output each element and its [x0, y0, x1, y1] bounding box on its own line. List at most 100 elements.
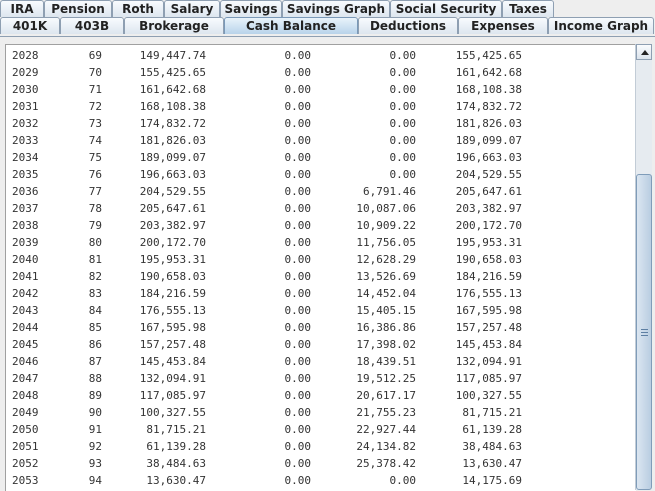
row-cell: 86: [88, 338, 102, 351]
row-cell: 88: [88, 372, 102, 385]
row-cell: 0.00: [389, 49, 417, 62]
row-cell: 2038: [12, 219, 39, 232]
row-cell: 149,447.74: [139, 49, 206, 62]
row-cell: 0.00: [284, 49, 312, 62]
row-cell: 100,327.55: [139, 406, 206, 419]
text-row: 2036 77 204,529.55 0.00 6,791.46 205,647.61: [6, 183, 636, 200]
tab-pension[interactable]: Pension: [44, 0, 112, 17]
row-cell: 77: [88, 185, 102, 198]
row-cell: 167,595.98: [139, 321, 206, 334]
row-cell: 174,832.72: [455, 100, 522, 113]
row-cell: 0.00: [284, 202, 312, 215]
row-cell: 168,108.38: [139, 100, 206, 113]
row-cell: 11,756.05: [356, 236, 416, 249]
row-cell: 195,953.31: [455, 236, 522, 249]
tab-savings-graph[interactable]: Savings Graph: [282, 0, 390, 17]
text-row: 2032 73 174,832.72 0.00 0.00 181,826.03: [6, 115, 636, 132]
row-cell: 195,953.31: [139, 253, 206, 266]
text-row: 2052 93 38,484.63 0.00 25,378.42 13,630.47: [6, 455, 636, 472]
row-cell: 0.00: [389, 134, 417, 147]
tab-taxes[interactable]: Taxes: [502, 0, 554, 17]
row-cell: 0.00: [284, 236, 312, 249]
row-cell: 145,453.84: [139, 355, 206, 368]
row-cell: 205,647.61: [455, 185, 522, 198]
row-cell: 196,663.03: [139, 168, 206, 181]
row-cell: 0.00: [284, 287, 312, 300]
row-cell: 61,139.28: [462, 423, 522, 436]
row-cell: 190,658.03: [139, 270, 206, 283]
text-row: 2043 84 176,555.13 0.00 15,405.15 167,595.98: [6, 302, 636, 319]
row-cell: 38,484.63: [146, 457, 206, 470]
row-cell: 0.00: [389, 168, 417, 181]
row-cell: 2032: [12, 117, 39, 130]
tab-social-security[interactable]: Social Security: [390, 0, 502, 17]
row-cell: 0.00: [389, 151, 417, 164]
tab-cash-balance[interactable]: Cash Balance: [224, 17, 358, 34]
row-cell: 0.00: [284, 389, 312, 402]
tab-401k[interactable]: 401K: [0, 17, 60, 34]
text-row: 2049 90 100,327.55 0.00 21,755.23 81,715.21: [6, 404, 636, 421]
tab-deductions[interactable]: Deductions: [358, 17, 458, 34]
row-cell: 2051: [12, 440, 39, 453]
tab-ira[interactable]: IRA: [0, 0, 44, 17]
row-cell: 15,405.15: [356, 304, 416, 317]
tab-403b[interactable]: 403B: [60, 17, 124, 34]
row-cell: 79: [88, 219, 102, 232]
row-cell: 181,826.03: [139, 134, 206, 147]
row-cell: 14,452.04: [356, 287, 416, 300]
cash-balance-text-area[interactable]: 2028 69 149,447.74 0.00 0.00 155,425.65 2029 70…: [5, 44, 636, 491]
row-cell: 2029: [12, 66, 39, 79]
row-cell: 2044: [12, 321, 39, 334]
row-cell: 2049: [12, 406, 39, 419]
row-cell: 2045: [12, 338, 39, 351]
row-cell: 0.00: [284, 321, 312, 334]
text-row: 2051 92 61,139.28 0.00 24,134.82 38,484.63: [6, 438, 636, 455]
row-cell: 2053: [12, 474, 39, 487]
row-cell: 2031: [12, 100, 39, 113]
row-cell: 0.00: [284, 66, 312, 79]
row-cell: 13,630.47: [146, 474, 206, 487]
row-cell: 0.00: [284, 151, 312, 164]
tab-savings[interactable]: Savings: [220, 0, 282, 17]
row-cell: 181,826.03: [455, 117, 522, 130]
text-row: 2030 71 161,642.68 0.00 0.00 168,108.38: [6, 81, 636, 98]
row-cell: 176,555.13: [455, 287, 522, 300]
row-cell: 75: [88, 151, 102, 164]
row-cell: 81: [88, 253, 102, 266]
scrollbar-thumb[interactable]: [636, 174, 652, 490]
thumb-grip-icon: [641, 335, 648, 336]
row-cell: 17,398.02: [356, 338, 416, 351]
row-cell: 0.00: [284, 457, 312, 470]
row-cell: 117,085.97: [139, 389, 206, 402]
row-cell: 0.00: [284, 423, 312, 436]
row-cell: 74: [88, 134, 102, 147]
row-cell: 0.00: [389, 100, 417, 113]
scroll-up-arrow-icon[interactable]: [636, 44, 652, 60]
row-cell: 80: [88, 236, 102, 249]
text-row: 2039 80 200,172.70 0.00 11,756.05 195,953.31: [6, 234, 636, 251]
row-cell: 38,484.63: [462, 440, 522, 453]
row-cell: 2041: [12, 270, 39, 283]
row-cell: 0.00: [284, 100, 312, 113]
row-cell: 19,512.25: [356, 372, 416, 385]
tab-roth[interactable]: Roth: [112, 0, 164, 17]
vertical-scrollbar[interactable]: [635, 44, 652, 490]
tab-income-graph[interactable]: Income Graph: [548, 17, 654, 34]
row-cell: 83: [88, 287, 102, 300]
tab-brokerage[interactable]: Brokerage: [124, 17, 224, 34]
tab-salary[interactable]: Salary: [164, 0, 220, 17]
thumb-grip-icon: [641, 329, 648, 330]
text-row: 2033 74 181,826.03 0.00 0.00 189,099.07: [6, 132, 636, 149]
row-cell: 204,529.55: [455, 168, 522, 181]
row-cell: 2047: [12, 372, 39, 385]
row-cell: 155,425.65: [139, 66, 206, 79]
row-cell: 117,085.97: [455, 372, 522, 385]
row-cell: 2046: [12, 355, 39, 368]
row-cell: 189,099.07: [455, 134, 522, 147]
thumb-grip-icon: [641, 332, 648, 333]
row-cell: 2043: [12, 304, 39, 317]
tab-expenses[interactable]: Expenses: [458, 17, 548, 34]
row-cell: 87: [88, 355, 102, 368]
row-cell: 2036: [12, 185, 39, 198]
row-cell: 14,175.69: [462, 474, 522, 487]
